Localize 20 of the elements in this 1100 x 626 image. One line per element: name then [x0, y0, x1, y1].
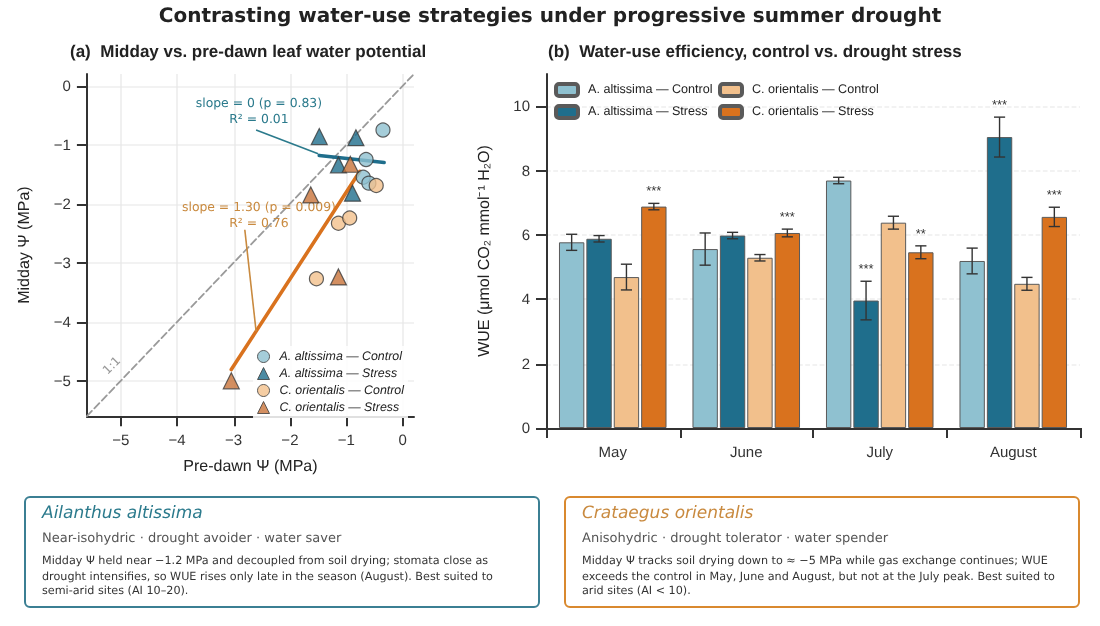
point: [368, 177, 384, 194]
point: [329, 268, 348, 286]
chart-title: (b) Water-use efficiency, control vs. drought stress: [548, 41, 963, 61]
point: [222, 372, 240, 390]
point: [342, 210, 358, 226]
point: [308, 271, 325, 287]
point: [330, 215, 347, 231]
y-axis-title: Midday Ψ (MPa): [15, 185, 33, 304]
text: Contrasting water-use strategies under progressive summer drought: [156, 6, 944, 28]
point: [310, 127, 328, 146]
y-axis-title: WUE (μmol CO₂ mmol⁻¹ H₂O): [474, 144, 493, 357]
text: Ailanthus altissima: [42, 504, 205, 524]
point: [358, 151, 374, 168]
point: [347, 129, 365, 147]
chart-title: (a) Midday vs. pre-dawn leaf water potential: [70, 41, 427, 61]
point: [375, 122, 391, 138]
x-axis-title: Pre-dawn Ψ (MPa): [183, 457, 319, 475]
point: [341, 155, 359, 173]
point: [343, 184, 362, 202]
text: Crataegus orientalis: [582, 504, 756, 524]
